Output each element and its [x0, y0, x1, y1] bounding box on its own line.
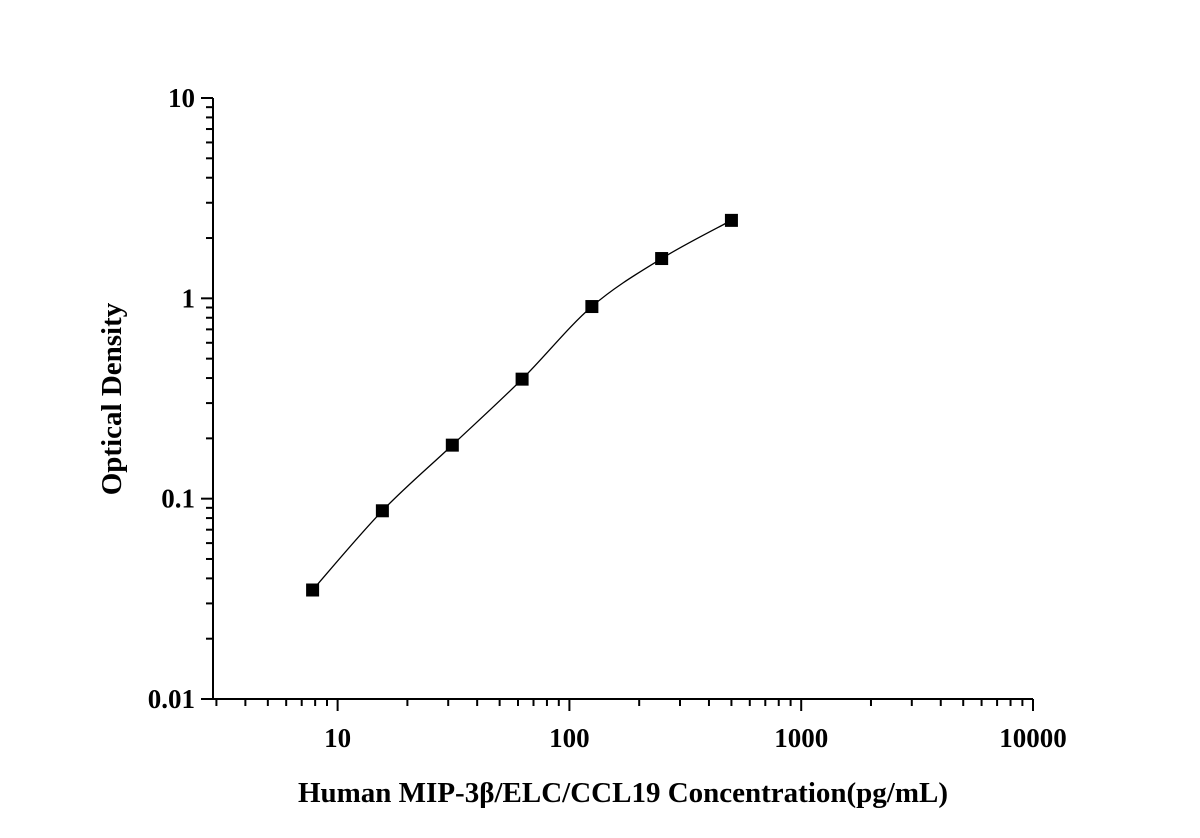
plot-area	[306, 213, 738, 597]
axes	[212, 98, 1033, 700]
y-tick-label: 0.1	[161, 484, 195, 514]
y-axis-title: Optical Density	[96, 302, 128, 495]
y-tick-label: 1	[182, 283, 196, 313]
data-point	[724, 213, 738, 227]
x-tick-label: 10000	[999, 723, 1067, 753]
fit-curve	[312, 219, 732, 591]
y-axis-ticks: 0.01 0.1 1 10	[148, 83, 213, 714]
y-tick-label: 10	[168, 83, 195, 113]
data-point	[306, 583, 320, 597]
x-tick-label: 1000	[774, 723, 828, 753]
x-tick-label: 100	[549, 723, 590, 753]
data-point	[375, 504, 389, 518]
data-point	[655, 252, 669, 266]
x-axis-ticks: 10 100 1000 10000	[215, 699, 1067, 753]
y-tick-label: 0.01	[148, 684, 195, 714]
x-axis-title: Human MIP-3β/ELC/CCL19 Concentration(pg/…	[298, 777, 948, 809]
data-point	[515, 372, 529, 386]
data-point	[585, 300, 599, 314]
x-tick-label: 10	[324, 723, 351, 753]
data-point	[445, 438, 459, 452]
